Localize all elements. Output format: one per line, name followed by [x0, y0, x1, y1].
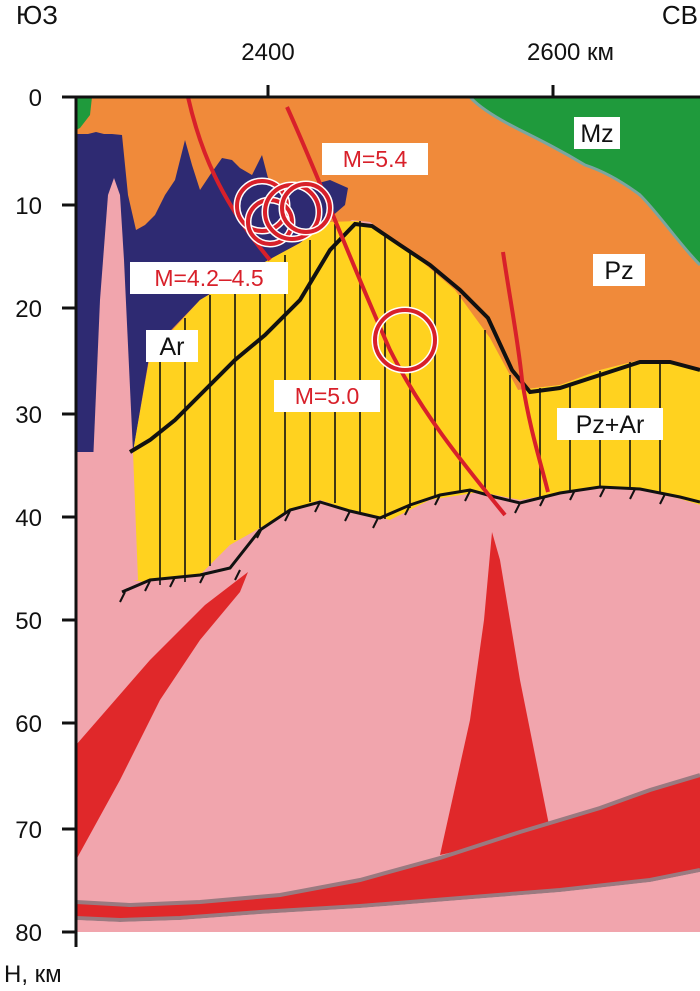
fault-3	[501, 251, 550, 493]
eq-circles-cluster	[233, 177, 334, 248]
orientation-right: СВ	[662, 0, 698, 30]
label-m50-text: M=5.0	[295, 383, 360, 409]
moho-hachures	[119, 486, 666, 603]
label-m50: M=5.0	[274, 380, 380, 412]
mz-left-patch	[76, 97, 92, 130]
label-mz: Mz	[574, 117, 620, 149]
pzar-top-boundary	[128, 221, 700, 454]
anomaly-bottom-band	[76, 775, 700, 920]
mz-edge	[468, 97, 700, 267]
depth-tick-0: 0	[29, 85, 42, 112]
anomaly-central-spike	[440, 532, 550, 855]
label-pzar: Pz+Ar	[557, 408, 663, 440]
label-pz-text: Pz	[604, 257, 633, 285]
depth-tick-labels: 0 10 20 30 40 50 60 70 80	[15, 85, 42, 947]
depth-tick-10: 10	[15, 193, 42, 220]
mantle-upper	[76, 487, 700, 600]
depth-tick-20: 20	[15, 296, 42, 323]
label-ar: Ar	[146, 330, 198, 362]
label-mz-text: Mz	[580, 120, 613, 148]
depth-tick-30: 30	[15, 402, 42, 429]
depth-tick-80: 80	[15, 920, 42, 947]
depth-tick-60: 60	[15, 711, 42, 738]
label-m42-text: M=4.2–4.5	[154, 265, 263, 291]
fault-2	[285, 106, 507, 517]
anomaly-band-top-edge	[76, 773, 700, 908]
distance-tick-2600: 2600 км	[527, 39, 614, 66]
label-m42: M=4.2–4.5	[130, 262, 288, 294]
depth-tick-50: 50	[15, 608, 42, 635]
distance-tick-marks	[266, 85, 555, 97]
pzar-layer	[133, 221, 700, 585]
anomaly-left-wedge	[76, 572, 248, 860]
depth-tick-40: 40	[15, 505, 42, 532]
label-m54-text: M=5.4	[343, 146, 408, 172]
label-m54: M=5.4	[322, 143, 428, 175]
mantle-bottom-strip	[76, 872, 700, 932]
mz-layer	[470, 97, 700, 265]
distance-tick-2400: 2400	[241, 39, 294, 66]
depth-tick-70: 70	[15, 817, 42, 844]
orientation-left: ЮЗ	[16, 0, 58, 30]
label-pz: Pz	[593, 254, 645, 286]
label-ar-text: Ar	[160, 333, 185, 361]
eq-circle-m50	[371, 306, 439, 374]
ar-dike	[88, 178, 138, 580]
depth-tick-marks	[62, 95, 76, 934]
anomaly-band-bottom-edge	[76, 868, 700, 923]
label-pzar-text: Pz+Ar	[576, 411, 645, 439]
depth-axis-title: H, км	[4, 961, 62, 988]
